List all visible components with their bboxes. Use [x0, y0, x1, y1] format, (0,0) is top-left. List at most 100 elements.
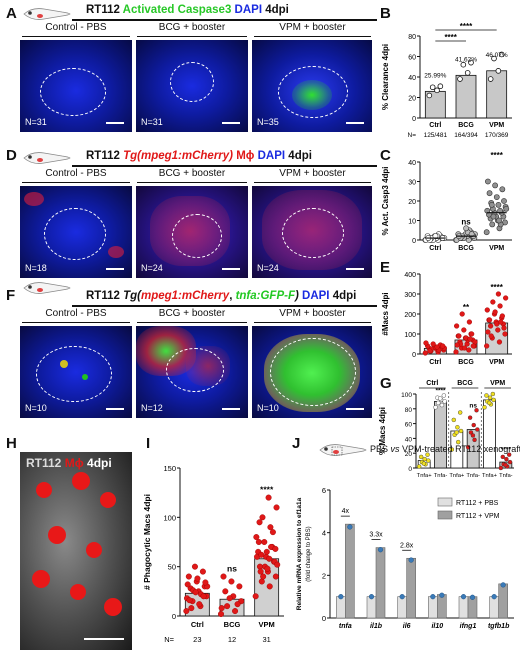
y-axis-label: Relative mRNA expression to ef1a1a: [296, 497, 303, 610]
n-value: 164/394: [454, 132, 478, 139]
data-point: [269, 529, 276, 536]
data-point: [457, 410, 463, 415]
x-tick-label: BCG: [458, 122, 474, 129]
data-point: [485, 329, 491, 335]
data-point: [500, 582, 506, 588]
data-point: [434, 87, 440, 94]
significance-label: ns: [461, 217, 471, 226]
y-tick-label: 20: [405, 451, 413, 458]
x-tick-label: il10: [431, 623, 443, 630]
data-point: [232, 608, 239, 615]
data-point: [492, 309, 498, 315]
panel-f-title: RT112 Tg(mpeg1:mCherry, tnfa:GFP-F) DAPI…: [86, 290, 357, 302]
legend-label: RT112 + PBS: [456, 500, 499, 507]
data-point: [454, 323, 460, 329]
data-point: [433, 405, 438, 410]
y-tick-label: 100: [404, 332, 416, 339]
significance-label: ****: [490, 151, 503, 160]
data-point: [422, 456, 427, 462]
micrograph-f-vpm: N=10: [252, 326, 372, 418]
data-point: [487, 323, 494, 329]
x-tick-label: il1b: [370, 623, 383, 630]
data-point: [260, 573, 267, 580]
y-axis-label: #Macs 4dpi: [381, 292, 390, 335]
data-point: [460, 61, 467, 68]
panel-label-i: I: [146, 435, 151, 452]
zebrafish-larva-icon-d: [23, 152, 71, 164]
x-tick-label: Tnfa-: [499, 473, 513, 479]
n-value: 23: [193, 635, 201, 644]
data-point: [500, 454, 505, 460]
data-point: [427, 348, 433, 354]
n-value: 12: [228, 635, 236, 644]
data-point: [416, 464, 422, 469]
group-label: BCG: [457, 380, 473, 387]
value-label: 46.07%: [486, 52, 508, 59]
panel-label-c: C: [380, 147, 391, 164]
bar-il1b-vpm: [375, 547, 386, 619]
panel-label-f: F: [6, 287, 16, 304]
data-point: [458, 428, 464, 434]
bar-tgfb1b-pbs: [489, 596, 499, 619]
condition-label-d-0: Control - PBS: [45, 168, 107, 179]
panel-label-e: E: [380, 259, 391, 276]
significance-label: ****: [490, 283, 503, 292]
data-point: [217, 611, 224, 618]
data-point: [442, 399, 447, 404]
x-tick-label: Ctrl: [429, 122, 441, 129]
zebrafish-larva-icon-a: [23, 8, 71, 20]
micrograph-a-bcg: N=31: [136, 40, 248, 132]
y-tick-label: 60: [408, 55, 416, 62]
data-point: [497, 207, 503, 214]
bar-il6-pbs: [397, 596, 407, 619]
n-value: 170/369: [485, 132, 509, 139]
data-point: [495, 327, 501, 333]
data-point: [274, 561, 281, 568]
data-point: [258, 551, 265, 558]
bar-tgfb1b-vpm: [498, 583, 508, 619]
data-point: [234, 601, 241, 608]
y-axis-label: % Macs 4dpi: [378, 407, 387, 455]
data-point: [483, 229, 490, 236]
data-point: [486, 190, 493, 197]
data-point: [422, 350, 428, 356]
significance-label: ****: [260, 485, 274, 495]
y-tick-label: 0: [412, 116, 416, 123]
condition-label-d-2: VPM + booster: [279, 168, 346, 179]
y-axis-label: % Clearance 4dpi: [381, 44, 390, 110]
data-point: [498, 51, 505, 58]
data-point: [484, 207, 491, 214]
data-point: [199, 568, 206, 575]
data-point: [503, 205, 510, 212]
fold-label: 3.3x: [369, 532, 383, 539]
zebrafish-larva-icon-f: [23, 282, 71, 294]
condition-label-d-1: BCG + booster: [158, 168, 226, 179]
data-point: [186, 597, 193, 604]
group-label: VPM: [490, 380, 505, 387]
y-tick-label: 60: [405, 422, 413, 429]
data-point: [439, 592, 445, 598]
data-point: [504, 456, 509, 462]
data-point: [472, 437, 477, 443]
data-point: [495, 291, 502, 297]
n-label: N=: [408, 132, 417, 139]
bar-il10-vpm: [437, 594, 447, 619]
data-point: [501, 325, 507, 331]
bar-tnfa-vpm: [345, 523, 355, 619]
micrograph-d-vpm: N=24: [252, 186, 372, 278]
data-point: [185, 573, 192, 580]
x-tick-label: Tnfa-: [434, 473, 448, 479]
micrograph-f-bcg: N=12: [136, 326, 248, 418]
significance-label: ns: [227, 564, 237, 574]
chart-j: 0 2 4 6 Relative mRNA expression to ef1a1a (f…: [296, 486, 514, 630]
data-point: [486, 317, 493, 323]
data-point: [503, 462, 508, 468]
data-point: [466, 347, 472, 353]
data-point: [220, 573, 227, 580]
x-tick-label: tgfb1b: [488, 623, 510, 630]
data-point: [421, 461, 427, 466]
condition-label-f-0: Control - PBS: [45, 308, 107, 319]
y-axis-label: # Phagocytic Macs 4dpi: [142, 494, 152, 590]
data-point: [418, 454, 424, 460]
data-point: [491, 397, 496, 403]
